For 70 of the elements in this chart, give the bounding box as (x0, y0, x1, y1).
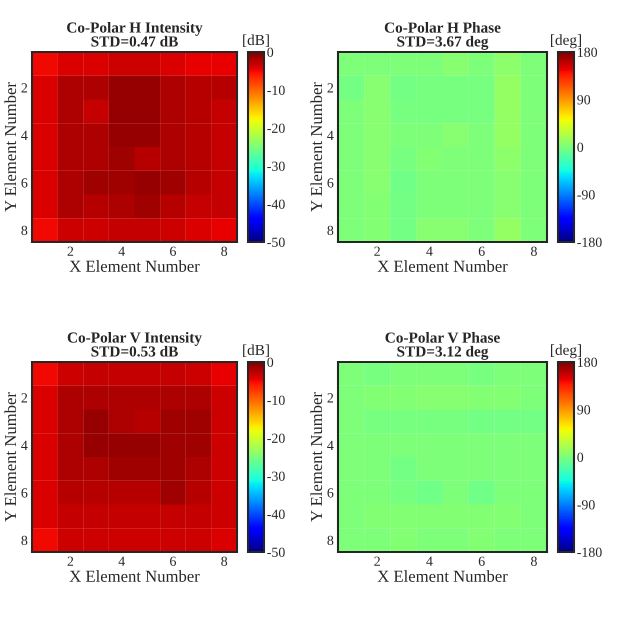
x-tick-label: 4 (118, 556, 125, 566)
chart-title: Co-Polar V Phase STD=3.12 deg (386, 332, 500, 360)
x-tick-label: 8 (221, 246, 228, 256)
x-axis-title: X Element Number (378, 260, 508, 272)
color-bar-label: 180 (578, 48, 598, 57)
color-bar-title: [dB] (243, 34, 269, 47)
color-bar-label: -20 (267, 434, 285, 443)
color-bar-title: [dB] (243, 344, 269, 357)
y-tick-label: 2 (328, 83, 334, 92)
y-tick-label: 4 (21, 130, 28, 140)
color-bar-label: 0 (267, 48, 274, 57)
x-tick-label: 8 (221, 556, 228, 566)
color-bar-label: 90 (577, 405, 590, 414)
x-tick-label: 8 (530, 246, 537, 256)
y-tick-label: 2 (328, 393, 334, 402)
y-axis-title: Y Element Number (310, 82, 322, 212)
color-bar-title: [deg] (551, 344, 581, 358)
x-tick-label: 2 (68, 246, 74, 256)
color-bar-label: -10 (267, 86, 285, 95)
color-bar-label: 90 (577, 95, 590, 104)
y-tick-label: 6 (21, 178, 28, 188)
x-axis-title: X Element Number (70, 260, 200, 272)
x-tick-label: 8 (530, 556, 537, 566)
y-tick-label: 8 (21, 226, 28, 236)
color-bar-label: -90 (577, 190, 595, 200)
x-axis-title: X Element Number (70, 570, 200, 582)
y-axis-title: Y Element Number (4, 392, 16, 522)
x-tick-label: 4 (426, 556, 433, 566)
x-tick-label: 2 (374, 556, 380, 566)
color-bar-label: -180 (577, 238, 602, 247)
y-tick-label: 6 (21, 488, 28, 498)
color-bar-label: -40 (267, 200, 285, 209)
x-tick-label: 2 (374, 246, 380, 256)
chart-title: Co-Polar H Phase STD=3.67 deg (384, 22, 501, 50)
color-bar-label: -50 (267, 548, 285, 557)
y-axis-title: Y Element Number (4, 82, 16, 212)
y-tick-label: 4 (327, 130, 334, 140)
x-tick-label: 6 (478, 246, 485, 256)
x-tick-label: 4 (426, 246, 433, 256)
color-bar-label: -180 (577, 548, 602, 557)
color-bar-label: -90 (577, 500, 595, 510)
chart-title: Co-Polar V Intensity STD=0.53 dB (68, 332, 202, 357)
color-bar-label: -30 (267, 162, 285, 171)
color-bar-label: -30 (267, 472, 285, 481)
x-tick-label: 6 (478, 556, 485, 566)
color-bar-label: 180 (578, 358, 598, 367)
y-tick-label: 6 (327, 488, 334, 498)
color-bar-title: [deg] (551, 34, 581, 48)
y-tick-label: 6 (327, 178, 334, 188)
color-bar-label: -50 (267, 238, 285, 247)
x-tick-label: 2 (68, 556, 74, 566)
color-bar-label: -40 (267, 510, 285, 519)
color-bar-label: -10 (267, 396, 285, 405)
x-tick-label: 6 (170, 556, 176, 566)
color-bar-label: 0 (577, 452, 584, 462)
chart-title: Co-Polar H Intensity STD=0.47 dB (67, 22, 203, 47)
x-axis-title: X Element Number (378, 570, 508, 582)
y-tick-label: 8 (21, 536, 28, 546)
y-tick-label: 8 (327, 536, 334, 546)
x-tick-label: 6 (170, 246, 176, 256)
y-tick-label: 2 (22, 83, 28, 92)
color-bar-label: 0 (267, 358, 274, 367)
y-tick-label: 2 (22, 393, 28, 402)
y-tick-label: 8 (327, 226, 334, 236)
y-axis-title: Y Element Number (310, 392, 322, 522)
y-tick-label: 4 (327, 440, 334, 450)
x-tick-label: 4 (118, 246, 125, 256)
color-bar-label: 0 (577, 142, 584, 152)
y-tick-label: 4 (21, 440, 28, 450)
color-bar-label: -20 (267, 124, 285, 133)
